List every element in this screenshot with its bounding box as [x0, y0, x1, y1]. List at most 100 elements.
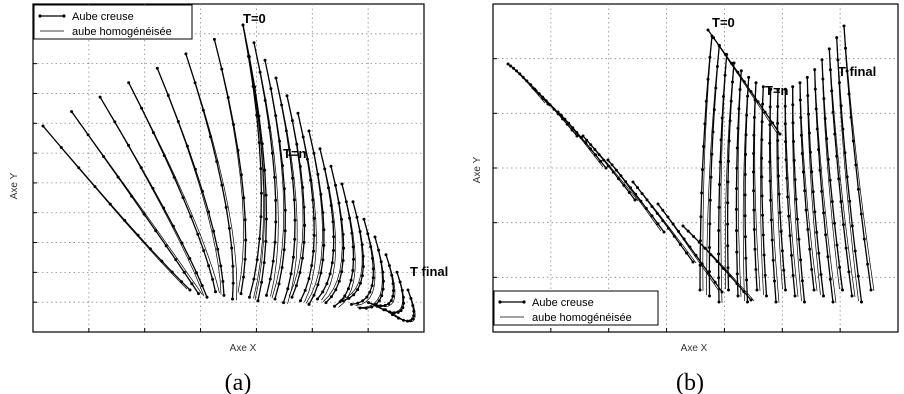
panel-a-marker [290, 119, 294, 123]
panel-a-marker [243, 218, 247, 222]
panel-b-marker [650, 214, 654, 218]
panel-b-curve-homog [742, 77, 750, 302]
panel-a-marker [368, 290, 372, 294]
panel-b-marker [723, 73, 727, 77]
panel-b-legend-creuse-label: Aube creuse [532, 297, 594, 309]
panel-a-marker [98, 95, 102, 99]
panel-b-marker [529, 83, 533, 87]
panel-a-marker [370, 284, 374, 288]
panel-b-marker [736, 294, 740, 298]
panel-b-marker [712, 108, 716, 112]
panel-b-marker [768, 179, 772, 183]
panel-a-marker [392, 289, 395, 293]
panel-b-marker [760, 138, 764, 142]
panel-b-marker [715, 65, 719, 68]
panel-b-marker [666, 215, 670, 219]
panel-a-marker [190, 282, 194, 286]
panel-a-marker [212, 229, 216, 233]
panel-a-marker [182, 270, 186, 274]
panel-a-marker [390, 273, 394, 277]
panel-a-marker [274, 114, 278, 118]
panel-a-marker [219, 264, 223, 268]
panel-a-marker [196, 232, 200, 236]
panel-a-marker [170, 270, 174, 274]
panel-a-marker [140, 106, 144, 110]
panel-a-marker [257, 114, 261, 118]
panel-b-y-axis-label: Axe Y [472, 156, 483, 183]
panel-a-curve-creuse [242, 24, 263, 298]
panel-a-marker [340, 217, 343, 221]
panel-b-marker [711, 130, 715, 134]
panel-b-marker [783, 87, 787, 91]
panel-a-marker [301, 135, 305, 139]
panel-a-marker [264, 217, 268, 221]
panel-b-marker [799, 116, 803, 119]
panel-b-marker [509, 64, 513, 68]
panel-b-marker [819, 273, 823, 276]
panel-a-marker [202, 249, 206, 253]
panel-a-marker [226, 96, 230, 99]
panel-a-curve-homog [319, 148, 337, 301]
panel-b-marker [756, 100, 760, 104]
panel-b-marker [768, 105, 772, 109]
panel-b-marker [738, 88, 742, 91]
panel-a-marker [288, 153, 292, 157]
panel-a-marker [193, 81, 197, 85]
panel-a-marker [176, 120, 180, 123]
panel-b-curve-creuse [806, 77, 825, 297]
panel-a-marker [180, 241, 184, 245]
panel-a-marker [346, 287, 350, 291]
panel-b-grid [493, 4, 898, 332]
panel-a-marker [220, 67, 224, 71]
panel-a-marker [387, 264, 391, 268]
panel-b-curve-creuse [828, 48, 853, 297]
panel-a-marker [282, 187, 286, 191]
panel-b-marker [752, 152, 756, 155]
panel-b-marker [708, 55, 712, 59]
panel-b-marker [835, 154, 839, 158]
panel-b-marker [803, 300, 806, 304]
panel-b-marker [589, 143, 593, 147]
panel-a-marker [41, 124, 45, 128]
panel-b-marker [732, 61, 736, 65]
panel-a-annotation-tn: T=n [283, 146, 307, 161]
panel-a-marker [267, 126, 271, 129]
panel-a-curve-creuse [185, 53, 234, 300]
panel-a-marker [260, 142, 264, 146]
panel-a-curve-homog [305, 130, 323, 304]
panel-a-marker [397, 316, 400, 320]
panel-a-marker [330, 261, 334, 265]
panel-a-marker [302, 205, 306, 209]
panel-a-marker [347, 296, 351, 300]
panel-b-marker [567, 121, 571, 125]
panel-b-marker [661, 219, 665, 223]
panel-a-marker [329, 164, 333, 168]
panel-a-marker [379, 260, 383, 264]
panel-a-marker [130, 194, 134, 198]
panel-a-curve-homog [286, 95, 304, 297]
panel-a-legend-creuse-marker [38, 14, 42, 18]
panel-a-curve-homog [339, 201, 363, 301]
panel-b-marker [752, 228, 756, 231]
panel-a-marker [344, 200, 348, 204]
panel-a-marker [340, 270, 344, 274]
panel-b-marker [768, 123, 772, 127]
panel-b-marker [541, 95, 545, 99]
panel-b-marker [830, 200, 834, 204]
panel-b-curve-creuse [726, 62, 735, 291]
panel-b-marker [616, 177, 620, 181]
panel-a-curve-creuse [286, 95, 306, 298]
panel-a-marker [305, 157, 309, 161]
panel-b-marker [709, 253, 713, 257]
panel-a-marker [298, 165, 302, 168]
panel-a-marker [387, 302, 391, 306]
panel-a-marker [328, 272, 332, 276]
panel-b-marker [828, 277, 832, 281]
panel-a-curve-homog [355, 219, 376, 306]
panel-b-marker [731, 80, 734, 84]
panel-a-marker [281, 164, 284, 168]
panel-b-marker [856, 274, 860, 278]
panel-b-curve-creuse [744, 77, 750, 303]
panel-b-marker [714, 86, 718, 90]
panel-b-marker [634, 192, 638, 196]
